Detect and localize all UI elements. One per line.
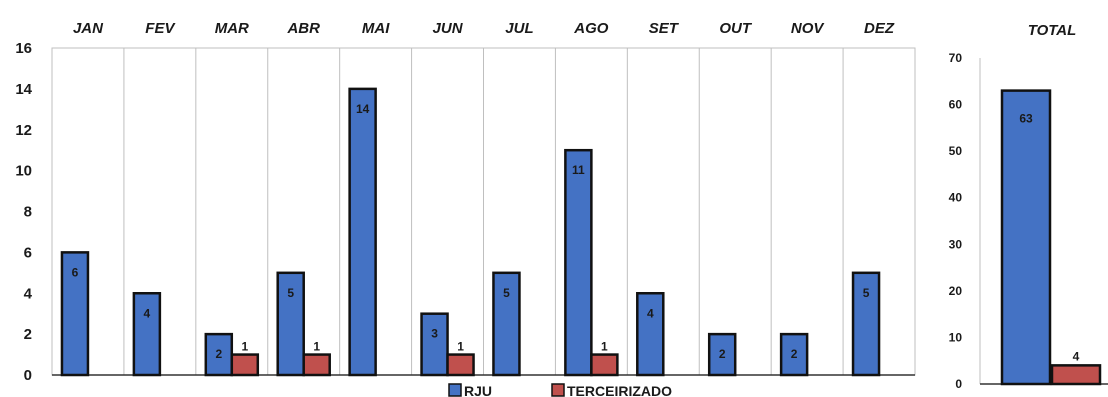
y-tick-label: 6 — [24, 244, 32, 261]
bar-rju — [779, 332, 809, 377]
x-tick-label: JAN — [73, 20, 104, 37]
legend-swatch-terceirizado — [551, 383, 565, 397]
total-bar-terceirizado — [1050, 364, 1102, 386]
data-label-rju: 5 — [287, 286, 294, 300]
bar-rju — [707, 332, 737, 377]
data-label-terceirizado: 1 — [241, 340, 248, 354]
data-label-rju: 2 — [791, 347, 798, 361]
y-tick-label: 10 — [15, 163, 32, 180]
total-data-label-terceirizado: 4 — [1073, 349, 1080, 363]
data-label-rju: 6 — [72, 265, 79, 279]
x-tick-label: JUL — [505, 20, 533, 37]
total-y-tick-label: 20 — [949, 284, 963, 298]
total-y-tick-label: 30 — [949, 237, 963, 251]
y-tick-label: 16 — [15, 40, 32, 57]
data-label-terceirizado: 1 — [457, 340, 464, 354]
bar-terceirizado — [302, 353, 331, 377]
bar-terceirizado — [446, 353, 475, 377]
bar-terceirizado — [590, 353, 619, 377]
bar-rju — [60, 251, 90, 377]
legend: RJU TERCEIRIZADO — [448, 383, 672, 397]
x-tick-label: FEV — [145, 20, 176, 37]
x-tick-label: OUT — [719, 20, 753, 37]
bar-rju — [851, 271, 881, 377]
total-chart: TOTAL 0 10 20 30 40 50 60 70 63 4 — [949, 22, 1108, 391]
x-tick-label: NOV — [791, 20, 826, 37]
data-label-rju: 5 — [503, 286, 510, 300]
total-data-label-rju: 63 — [1019, 112, 1033, 126]
bar-rju — [564, 148, 593, 377]
x-tick-label: AGO — [573, 20, 609, 37]
data-label-rju: 4 — [647, 306, 654, 320]
bar-rju — [420, 312, 449, 377]
data-label-terceirizado: 1 — [313, 340, 320, 354]
data-label-rju: 2 — [719, 347, 726, 361]
data-label-terceirizado: 1 — [601, 340, 608, 354]
data-label-rju: 4 — [144, 306, 151, 320]
y-tick-label: 8 — [24, 204, 32, 221]
data-label-rju: 14 — [356, 102, 370, 116]
legend-swatch-rju — [448, 383, 462, 397]
y-tick-label: 4 — [24, 285, 33, 302]
x-tick-label: ABR — [286, 20, 320, 37]
x-tick-label: MAR — [215, 20, 249, 37]
total-y-tick-label: 70 — [949, 51, 963, 65]
total-bar-rju — [1000, 89, 1052, 386]
data-label-rju: 3 — [431, 327, 438, 341]
total-y-tick-label: 50 — [949, 144, 963, 158]
monthly-chart: 0246810121416JAN6FEV4MAR21ABR51MAI14JUN3… — [15, 20, 916, 384]
bar-rju — [132, 292, 162, 377]
x-tick-label: MAI — [362, 20, 390, 37]
bar-rju — [636, 292, 665, 377]
y-tick-label: 0 — [24, 367, 32, 384]
x-tick-label: JUN — [433, 20, 464, 37]
total-y-tick-label: 40 — [949, 191, 963, 205]
bar-rju — [492, 271, 521, 377]
legend-label-terceirizado: TERCEIRIZADO — [567, 383, 672, 397]
data-label-rju: 2 — [215, 347, 222, 361]
total-chart-title: TOTAL — [1028, 22, 1077, 39]
bar-rju — [276, 271, 305, 377]
total-y-tick-label: 0 — [955, 377, 962, 391]
data-label-rju: 11 — [572, 163, 585, 177]
total-y-tick-label: 60 — [949, 98, 963, 112]
y-tick-label: 2 — [24, 326, 32, 343]
legend-label-rju: RJU — [464, 383, 492, 397]
y-tick-label: 12 — [15, 122, 32, 139]
total-y-tick-label: 10 — [949, 330, 963, 344]
x-tick-label: DEZ — [864, 20, 895, 37]
data-label-rju: 5 — [863, 286, 870, 300]
bar-rju — [348, 87, 377, 377]
y-tick-label: 14 — [15, 81, 32, 98]
x-tick-label: SET — [649, 20, 680, 37]
bar-terceirizado — [230, 353, 260, 377]
